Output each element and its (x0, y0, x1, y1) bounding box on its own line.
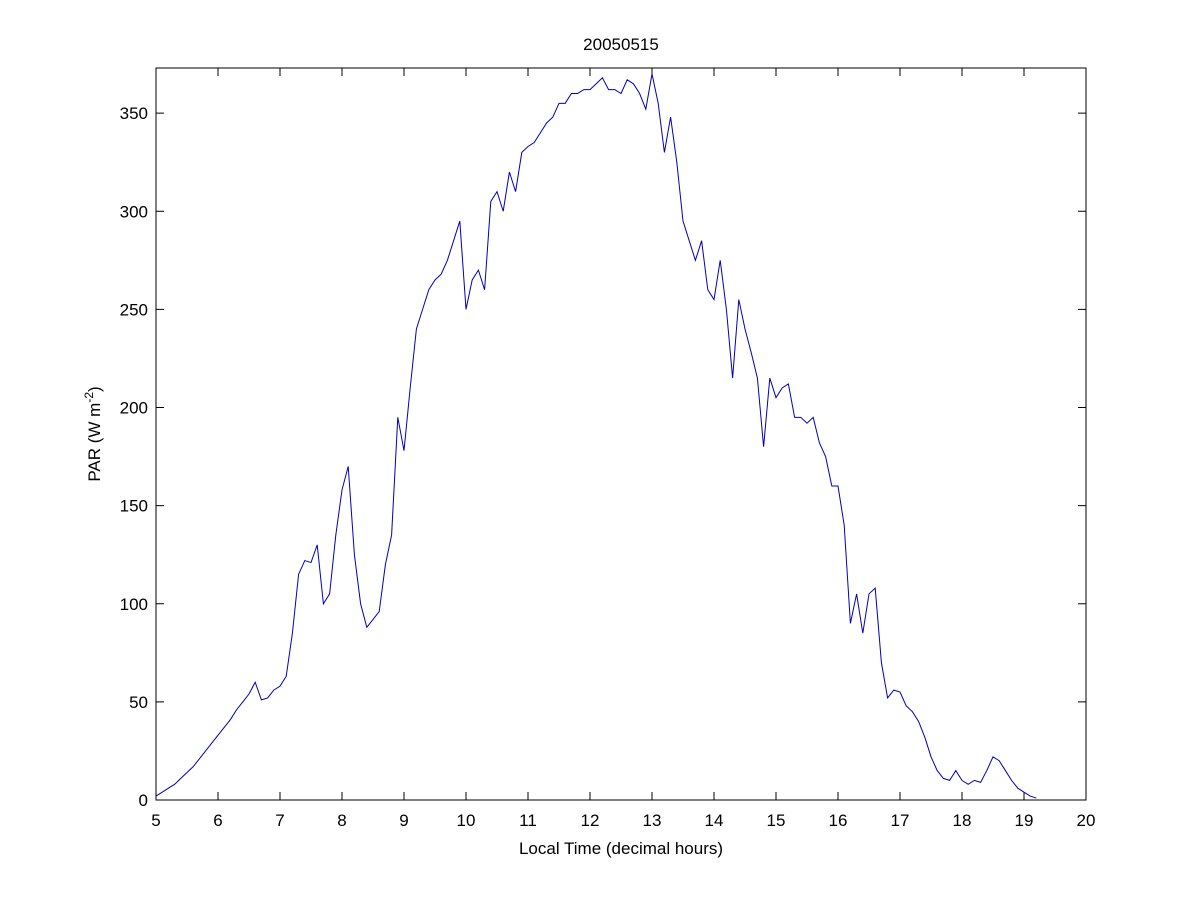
y-label-main: PAR (W m (85, 403, 104, 482)
chart-title: 20050515 (583, 35, 659, 54)
x-tick-label: 9 (399, 811, 408, 830)
y-label-sup: -2 (82, 392, 96, 403)
y-tick-label: 0 (139, 791, 148, 810)
x-tick-label: 10 (457, 811, 476, 830)
y-tick-label: 100 (120, 595, 148, 614)
y-tick-label: 150 (120, 497, 148, 516)
x-tick-label: 7 (275, 811, 284, 830)
x-tick-label: 14 (705, 811, 724, 830)
y-tick-label: 300 (120, 202, 148, 221)
x-tick-label: 11 (519, 811, 537, 830)
x-tick-label: 5 (151, 811, 160, 830)
x-tick-label: 6 (213, 811, 222, 830)
x-tick-label: 17 (891, 811, 910, 830)
x-tick-label: 20 (1077, 811, 1096, 830)
y-tick-label: 200 (120, 399, 148, 418)
x-tick-label: 18 (953, 811, 972, 830)
x-tick-label: 15 (767, 811, 786, 830)
y-label-end: ) (85, 386, 104, 392)
y-tick-label: 50 (129, 693, 148, 712)
y-axis-label: PAR (W m-2) (82, 386, 104, 481)
x-tick-label: 16 (829, 811, 848, 830)
x-axis-label: Local Time (decimal hours) (519, 839, 723, 858)
data-line (155, 73, 1037, 799)
y-tick-label: 250 (120, 300, 148, 319)
x-tick-label: 12 (581, 811, 600, 830)
x-tick-label: 13 (643, 811, 662, 830)
y-tick-label: 350 (120, 104, 148, 123)
x-tick-label: 8 (337, 811, 346, 830)
axes-box (155, 67, 1087, 801)
x-tick-label: 19 (1015, 811, 1034, 830)
